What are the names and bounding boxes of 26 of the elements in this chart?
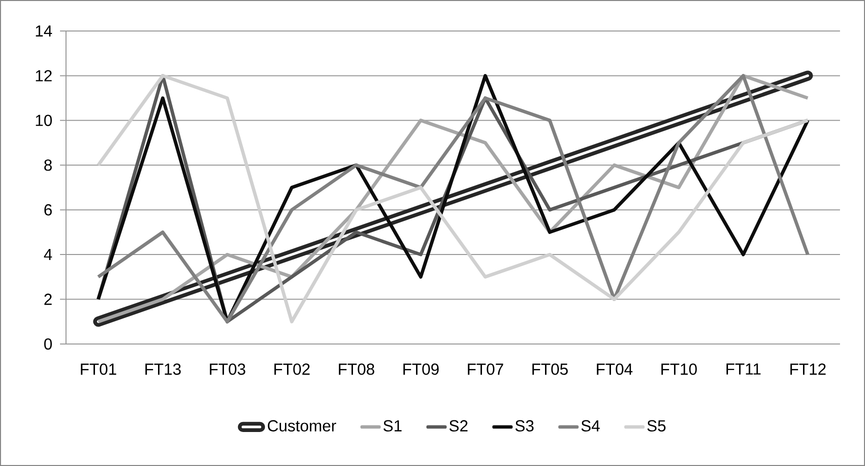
legend-label: S4: [581, 420, 600, 432]
legend-label: S1: [384, 420, 402, 432]
x-tick-label: FT02: [274, 364, 310, 375]
y-tick-label: 12: [36, 70, 52, 82]
y-tick-label: 0: [44, 338, 52, 350]
x-tick-label: FT10: [661, 364, 697, 375]
y-tick-label: 8: [44, 159, 52, 171]
legend-label: S5: [647, 420, 666, 432]
legend-label: S3: [515, 420, 534, 432]
x-tick-label: FT04: [596, 364, 632, 375]
x-tick-label: FT11: [726, 364, 761, 375]
x-tick-label: FT12: [790, 364, 826, 375]
legend-label: S2: [449, 420, 468, 432]
x-tick-label: FT09: [403, 364, 439, 375]
x-tick-label: FT05: [532, 364, 568, 375]
y-tick-label: 14: [36, 25, 52, 36]
legend-label: Customer: [268, 420, 336, 432]
y-tick-label: 2: [44, 294, 52, 305]
y-tick-label: 4: [44, 249, 52, 260]
y-tick-label: 6: [44, 204, 52, 216]
y-tick-label: 10: [36, 114, 52, 126]
x-tick-label: FT08: [338, 364, 374, 375]
x-tick-label: FT13: [145, 364, 181, 375]
x-tick-label: FT01: [80, 364, 116, 375]
x-tick-label: FT07: [468, 364, 504, 375]
x-tick-label: FT03: [210, 364, 246, 375]
